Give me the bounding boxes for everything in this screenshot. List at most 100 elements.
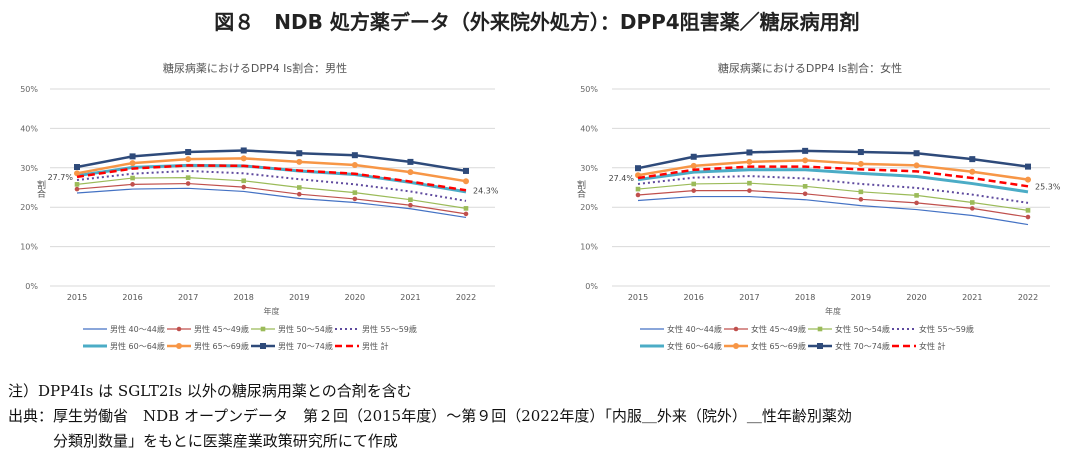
x-tick-label: 2017 [178, 293, 198, 302]
legend-label: 男性 60〜64歳 [110, 341, 165, 351]
series-path [76, 157, 467, 183]
data-point [296, 158, 303, 165]
y-tick-label: 30% [20, 164, 38, 173]
data-point [857, 149, 864, 156]
series-path [637, 182, 1029, 211]
legend-item: 女性 50〜54歳 [808, 324, 890, 334]
data-point [129, 160, 136, 167]
x-tick-label: 2018 [795, 293, 815, 302]
legend-label: 男性 65〜69歳 [194, 341, 249, 351]
data-point [858, 189, 864, 195]
data-point [74, 164, 80, 171]
legend-label: 男性 55〜59歳 [362, 324, 417, 334]
data-point [241, 184, 247, 190]
legend-label: 男性 40〜44歳 [110, 324, 165, 334]
series-line [635, 147, 1031, 172]
data-point [74, 186, 80, 192]
legend-item: 男性 計 [335, 341, 389, 351]
x-tick-label: 2016 [684, 293, 704, 302]
data-point [240, 147, 247, 154]
x-tick-label: 2015 [67, 293, 87, 302]
legend-label: 女性 60〜64歳 [667, 341, 722, 351]
data-point [296, 185, 302, 190]
data-point [129, 153, 136, 160]
y-tick-label: 20% [580, 203, 598, 212]
series-path [76, 182, 467, 215]
legend-label: 男性 計 [362, 341, 389, 351]
data-point [969, 200, 975, 205]
legend-label: 女性 50〜54歳 [835, 324, 890, 334]
data-point [463, 167, 469, 174]
x-tick-label: 2015 [628, 293, 648, 302]
figure-title: 図８ NDB 処方薬データ（外来院外処方）：DPP4阻害薬／糖尿病用剤 [214, 10, 860, 34]
series-path [637, 175, 1029, 204]
data-point [1025, 208, 1031, 213]
series-path [76, 177, 467, 209]
footnote: 注）DPP4Is は SGLT2Is 以外の糖尿病用薬との合剤を含む [8, 382, 412, 400]
data-point [802, 184, 808, 189]
data-point [185, 175, 191, 180]
legend-label: 女性 65〜69歳 [751, 341, 806, 351]
charts-canvas: 糖尿病薬におけるDPP4 Is割合：男性 0% 10% 20% 30% 40% 50% 201… [20, 61, 1061, 351]
data-point [1025, 176, 1031, 183]
x-tick-label: 2020 [345, 293, 365, 302]
data-point [1025, 214, 1031, 220]
x-tick-label: 2019 [851, 293, 871, 302]
legend-item: 女性 計 [892, 341, 946, 351]
series-path [76, 164, 467, 192]
x-tick-label: 2019 [289, 293, 309, 302]
legend-label: 女性 70〜74歳 [835, 341, 890, 351]
series-line [76, 187, 467, 219]
y-tick-label: 50% [20, 85, 38, 94]
source-line-2: 分類別数量」をもとに医薬産業政策研究所にて作成 [8, 432, 398, 450]
series-path [637, 168, 1029, 194]
y-tick-label: 40% [580, 124, 598, 133]
data-point [463, 206, 469, 211]
data-point [352, 196, 358, 202]
x-tick-label: 2021 [962, 293, 982, 302]
data-point [746, 158, 753, 165]
chart-title: 糖尿病薬におけるDPP4 Is割合：男性 [163, 61, 347, 75]
data-point [691, 188, 697, 193]
legend-item: 男性 45〜49歳 [167, 324, 249, 334]
series-line [637, 195, 1029, 226]
series-line [635, 188, 1031, 220]
data-point [747, 188, 752, 193]
data-point [296, 191, 302, 197]
data-point [130, 182, 135, 187]
series-line [637, 168, 1029, 194]
legend-label: 男性 70〜74歳 [278, 341, 333, 351]
data-point [407, 169, 414, 176]
data-point [913, 162, 920, 169]
y-tick-label: 40% [20, 124, 38, 133]
data-point [635, 165, 641, 172]
x-tick-label: 2020 [906, 293, 926, 302]
legend-label: 女性 40〜44歳 [667, 324, 722, 334]
x-axis-title: 年度 [264, 306, 280, 316]
data-point [969, 206, 975, 211]
data-point [817, 343, 823, 349]
data-point [1025, 163, 1031, 170]
data-point [74, 170, 80, 177]
series-line [635, 157, 1031, 183]
legend-item: 男性 50〜54歳 [251, 324, 333, 334]
legend-item: 女性 45〜49歳 [724, 324, 806, 334]
data-point [185, 181, 191, 186]
data-point [240, 155, 247, 162]
data-point [691, 181, 697, 187]
series-path [76, 187, 467, 219]
x-tick-label: 2022 [1018, 293, 1038, 302]
data-point [408, 202, 413, 208]
y-tick-label: 0% [585, 282, 598, 291]
series-line [76, 164, 467, 192]
data-point [802, 147, 809, 154]
legend-item: 男性 40〜44歳 [83, 324, 165, 334]
source-line-1: 出典：厚生労働省 NDB オープンデータ 第２回（2015年度）〜第９回（202… [8, 407, 852, 425]
data-point [185, 156, 192, 163]
y-tick-label: 10% [20, 243, 38, 252]
data-point [969, 168, 976, 175]
x-axis-title: 年度 [825, 306, 841, 316]
legend-item: 女性 65〜69歳 [724, 341, 806, 351]
series-line [74, 147, 469, 174]
data-point [260, 326, 266, 332]
